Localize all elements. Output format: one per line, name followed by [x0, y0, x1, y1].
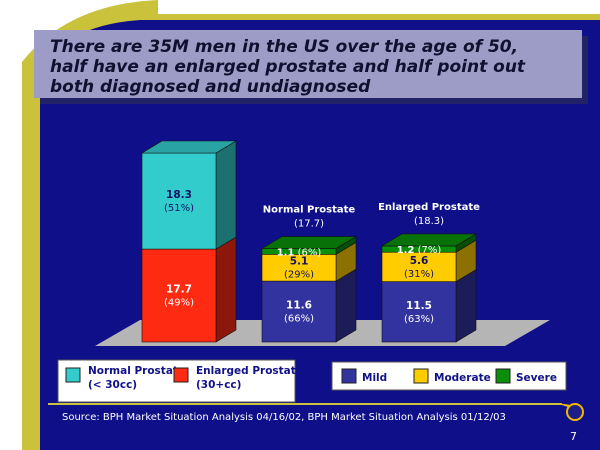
- bar-labels: 17.7 (49%) 18.3 (51%) 11.6 (66%) 5.1 (29%) 1.1 (…: [164, 189, 441, 325]
- legend-sublabel-normal: (< 30cc): [88, 379, 137, 391]
- frame-top-strip: [158, 0, 600, 14]
- bar-value: 17.7: [166, 284, 192, 296]
- legend-swatch-severe: [495, 368, 511, 384]
- title-line-2: half have an enlarged prostate and half …: [50, 57, 526, 77]
- frame-left-strip: [0, 0, 158, 450]
- bar-data-label: 1.1 (6%): [277, 247, 322, 258]
- page-number: 7: [570, 430, 577, 443]
- column-header-total: (18.3): [414, 216, 444, 227]
- bar-segment-top: [140, 140, 238, 154]
- bar-segment-top: [380, 233, 478, 247]
- bar-percent: (7%): [414, 245, 441, 256]
- bar-value: 11.6: [286, 300, 312, 312]
- legend-label-enlarged: Enlarged Prostate: [196, 365, 303, 377]
- legend-swatch-mild: [341, 368, 357, 384]
- legend-swatch-normal: [65, 367, 81, 383]
- bar-column: [140, 140, 238, 343]
- title-line-3: both diagnosed and undiagnosed: [50, 77, 371, 97]
- bar-segment-side: [335, 268, 357, 343]
- bar-segment: [381, 251, 457, 282]
- bar-percent: (49%): [164, 298, 194, 309]
- bar-value: 1.1: [277, 247, 295, 258]
- bar-value: 1.2: [397, 245, 415, 256]
- bar-segment: [141, 152, 217, 250]
- stacked-bar-chart: 17.7 (49%) 18.3 (51%) 11.6 (66%) 5.1 (29%) 1.1 (…: [95, 140, 550, 346]
- bar-columns: [140, 140, 478, 343]
- footer-logo: [556, 403, 584, 421]
- slide-title: There are 35M men in the US over the age…: [50, 37, 526, 97]
- bar-value: 5.6: [410, 255, 429, 267]
- bar-percent: (51%): [164, 203, 194, 214]
- legend-label-mild: Mild: [362, 372, 387, 384]
- bar-segment: [381, 281, 457, 343]
- legend-swatch-enlarged: [173, 367, 189, 383]
- bar-percent: (63%): [404, 314, 434, 325]
- legend-swatch-moderate: [413, 368, 429, 384]
- source-note: Source: BPH Market Situation Analysis 04…: [62, 412, 506, 423]
- column-header-total: (17.7): [294, 219, 324, 230]
- bar-percent: (29%): [284, 270, 314, 281]
- bar-data-label: 1.2 (7%): [397, 245, 442, 256]
- bar-column: [380, 233, 478, 343]
- bar-percent: (66%): [284, 314, 314, 325]
- title-box: [34, 30, 582, 98]
- bar-segment: [261, 280, 337, 343]
- legend-label-severe: Severe: [516, 372, 557, 384]
- column-headers: Normal Prostate (17.7) Enlarged Prostate (1…: [263, 202, 480, 230]
- bar-value: 18.3: [166, 189, 192, 201]
- column-header-name: Normal Prostate: [263, 205, 356, 216]
- bar-segment-side: [455, 269, 477, 343]
- bar-segment-side: [215, 140, 237, 250]
- bar-percent: (31%): [404, 269, 434, 280]
- legend-label-moderate: Moderate: [434, 372, 491, 384]
- bar-value: 5.1: [290, 256, 309, 268]
- footer-logo-mark: [566, 403, 584, 421]
- column-header-name: Enlarged Prostate: [378, 202, 480, 213]
- legend-sublabel-enlarged: (30+cc): [196, 379, 241, 391]
- bar-percent: (6%): [294, 247, 321, 258]
- title-line-1: There are 35M men in the US over the age…: [50, 37, 518, 57]
- bar-segment-top: [260, 236, 358, 249]
- bar-value: 11.5: [406, 300, 432, 312]
- bar-column: [260, 236, 358, 343]
- bar-segment-side: [215, 236, 237, 343]
- legend-label-normal: Normal Prostate: [88, 365, 185, 377]
- bar-segment: [141, 248, 217, 343]
- legend-prostate: Normal Prostate (< 30cc) Enlarged Prosta…: [57, 359, 303, 403]
- legend-severity-box: [331, 361, 567, 391]
- legend-severity: Mild Moderate Severe: [331, 361, 567, 391]
